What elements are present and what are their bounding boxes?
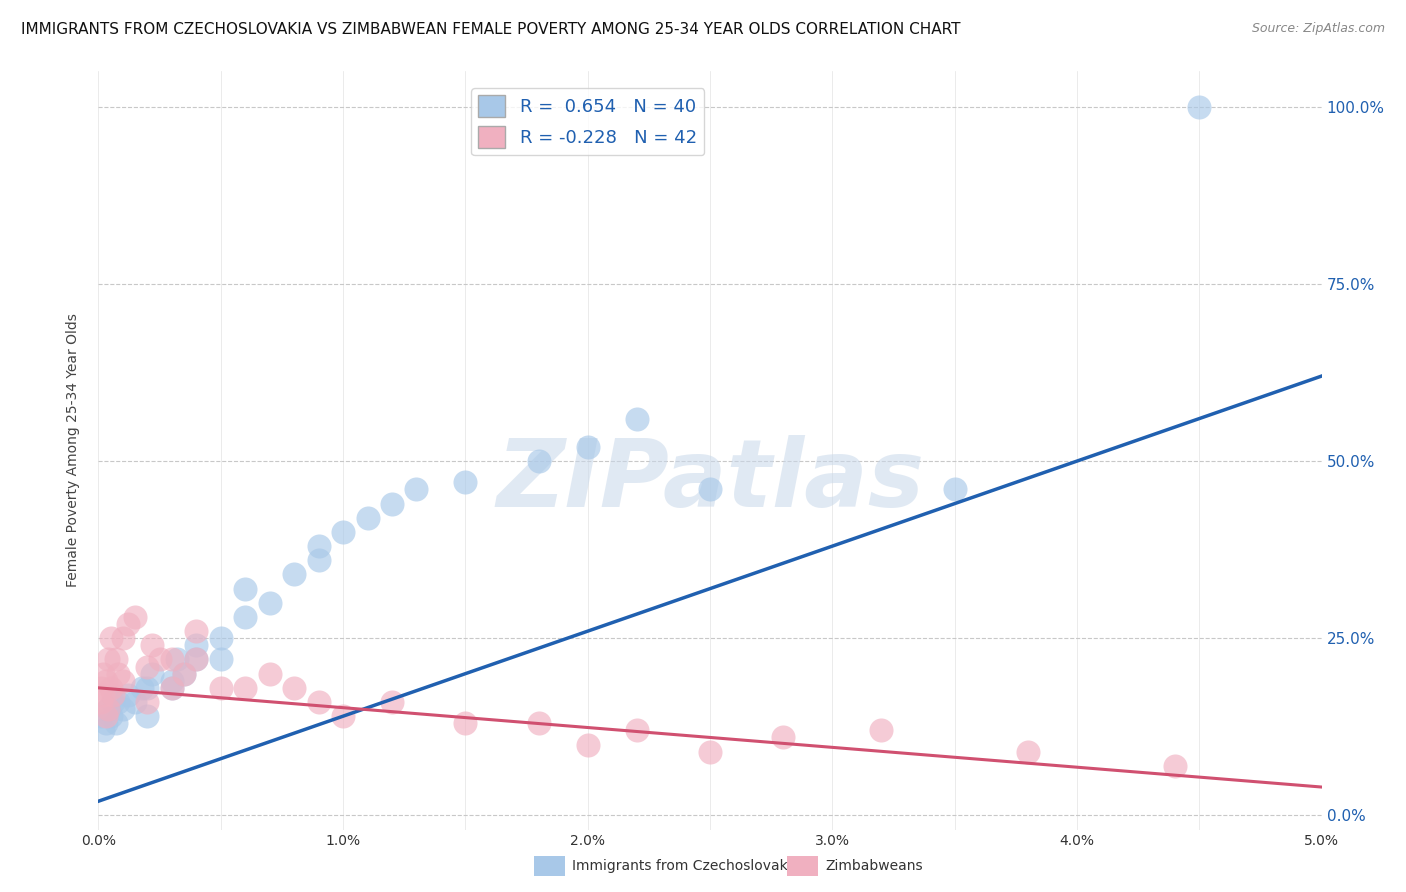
Point <box>141 666 163 681</box>
Point <box>283 567 305 582</box>
Point <box>160 681 183 695</box>
Point <box>209 632 232 646</box>
Point <box>259 666 281 681</box>
Point <box>91 688 114 702</box>
Point <box>259 596 281 610</box>
Point <box>97 652 120 666</box>
Point <box>91 666 114 681</box>
Point <box>186 652 208 666</box>
Point <box>124 695 146 709</box>
Point <box>699 483 721 497</box>
Point <box>626 723 648 738</box>
Point <box>166 652 188 666</box>
Point <box>90 709 112 723</box>
Point <box>283 681 305 695</box>
Point <box>381 695 404 709</box>
Point <box>576 440 599 454</box>
Point <box>626 411 648 425</box>
Point <box>332 524 354 539</box>
Point <box>576 738 599 752</box>
Point <box>107 666 129 681</box>
Point <box>101 695 124 709</box>
Point <box>1188 100 1211 114</box>
Point <box>131 681 153 695</box>
Legend: R =  0.654   N = 40, R = -0.228   N = 42: R = 0.654 N = 40, R = -0.228 N = 42 <box>471 88 704 155</box>
Point <box>94 673 117 688</box>
Text: Immigrants from Czechoslovakia: Immigrants from Czechoslovakia <box>572 859 800 873</box>
Point <box>90 681 112 695</box>
Point <box>149 652 172 666</box>
Point <box>124 610 146 624</box>
Point <box>136 659 159 673</box>
Point <box>100 709 122 723</box>
Point <box>101 688 124 702</box>
Point <box>97 702 120 716</box>
Point <box>405 483 427 497</box>
Point <box>1017 745 1039 759</box>
Point <box>97 702 120 716</box>
Point <box>233 582 256 596</box>
Point <box>94 716 117 731</box>
Point <box>117 617 139 632</box>
Point <box>308 539 330 553</box>
Point <box>527 716 550 731</box>
Point <box>160 681 183 695</box>
Point <box>454 716 477 731</box>
Point <box>117 688 139 702</box>
Point <box>160 673 183 688</box>
Point <box>186 638 208 652</box>
Point <box>91 723 114 738</box>
Point <box>94 709 117 723</box>
Y-axis label: Female Poverty Among 25-34 Year Olds: Female Poverty Among 25-34 Year Olds <box>66 313 80 588</box>
Point <box>186 624 208 639</box>
Point <box>870 723 893 738</box>
Point <box>136 681 159 695</box>
Point <box>233 681 256 695</box>
Point <box>111 673 134 688</box>
Text: Zimbabweans: Zimbabweans <box>825 859 922 873</box>
Point <box>104 652 127 666</box>
Point <box>233 610 256 624</box>
Point <box>308 553 330 567</box>
Point <box>381 497 404 511</box>
Point <box>527 454 550 468</box>
Point <box>136 695 159 709</box>
Point <box>943 483 966 497</box>
Point <box>186 652 208 666</box>
Point <box>173 666 195 681</box>
Point <box>332 709 354 723</box>
Point <box>772 731 794 745</box>
Point <box>454 475 477 490</box>
Point <box>209 652 232 666</box>
Text: ZIPatlas: ZIPatlas <box>496 434 924 527</box>
Point <box>1164 759 1187 773</box>
Point <box>100 681 122 695</box>
Point <box>356 510 378 524</box>
Point <box>90 695 112 709</box>
Point <box>136 709 159 723</box>
Text: Source: ZipAtlas.com: Source: ZipAtlas.com <box>1251 22 1385 36</box>
Point <box>699 745 721 759</box>
Point <box>100 632 122 646</box>
Point <box>111 632 134 646</box>
Point <box>209 681 232 695</box>
Point <box>308 695 330 709</box>
Point <box>104 716 127 731</box>
Point <box>141 638 163 652</box>
Point <box>173 666 195 681</box>
Point <box>107 695 129 709</box>
Point <box>160 652 183 666</box>
Text: IMMIGRANTS FROM CZECHOSLOVAKIA VS ZIMBABWEAN FEMALE POVERTY AMONG 25-34 YEAR OLD: IMMIGRANTS FROM CZECHOSLOVAKIA VS ZIMBAB… <box>21 22 960 37</box>
Point <box>111 702 134 716</box>
